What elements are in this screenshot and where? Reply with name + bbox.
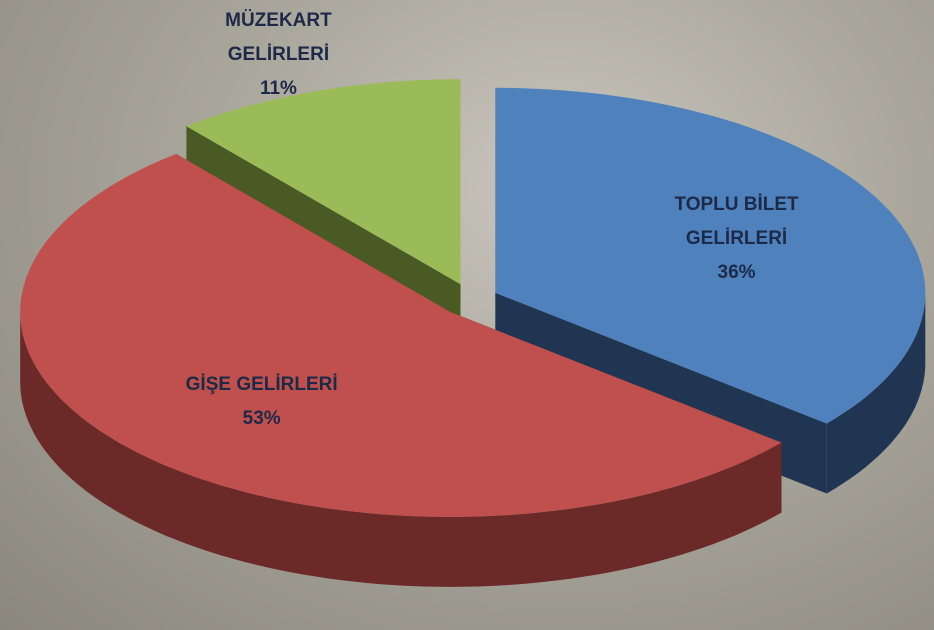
slice-label: GİŞE GELİRLERİ 53%	[172, 368, 352, 436]
slice-rim	[826, 292, 926, 494]
slice-label: MÜZEKART GELİRLERİ 11%	[188, 4, 368, 106]
value-label: 11%	[259, 78, 297, 99]
slice	[495, 87, 926, 424]
value-label: 53%	[242, 407, 281, 429]
value-label: 36%	[717, 261, 756, 283]
category-label: TOPLU BİLET GELİRLERİ	[674, 193, 799, 249]
category-label: MÜZEKART GELİRLERİ	[225, 10, 332, 65]
slice-rim	[20, 311, 782, 587]
slice	[186, 79, 461, 285]
slice-label: TOPLU BİLET GELİRLERİ 36%	[647, 188, 827, 290]
category-label: GİŞE GELİRLERİ	[185, 373, 338, 395]
slice	[20, 153, 782, 517]
